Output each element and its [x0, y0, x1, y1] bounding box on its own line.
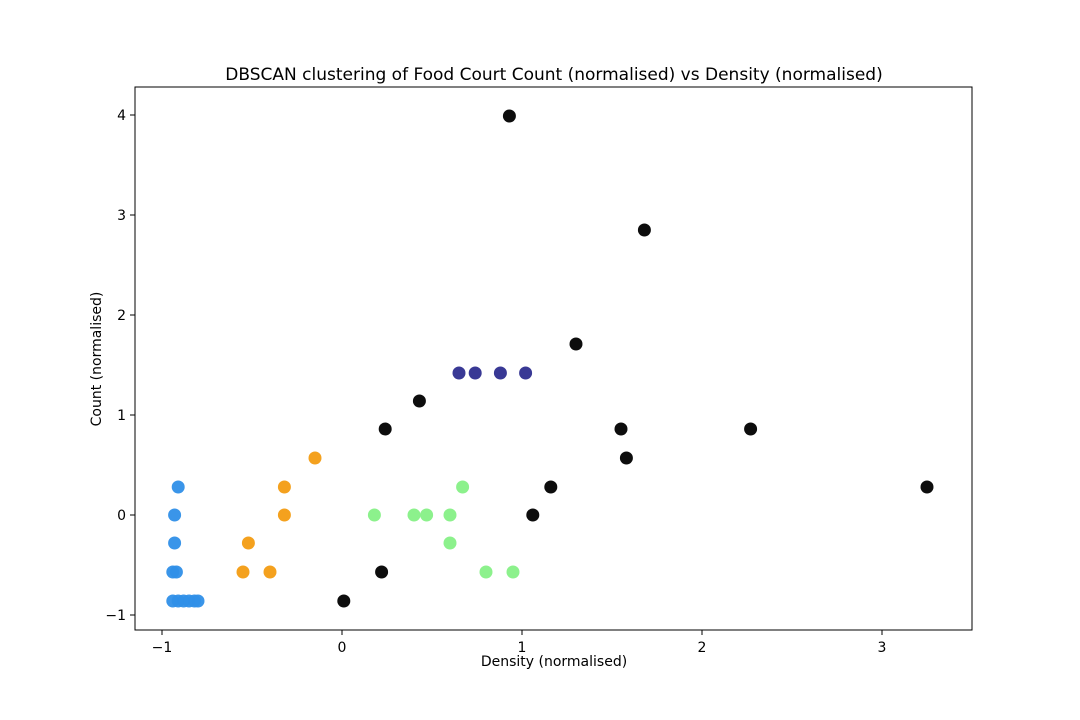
data-point-s3-4 — [443, 508, 457, 522]
y-axis-label: Count (normalised) — [89, 292, 105, 427]
data-point-s1-3 — [519, 366, 533, 380]
data-point-s3-0 — [456, 480, 470, 494]
x-tick-label-3: 2 — [698, 640, 707, 656]
y-tick-label-5: 4 — [117, 108, 126, 124]
data-point-s3-6 — [479, 565, 493, 579]
data-point-s4-4 — [169, 565, 183, 579]
data-point-s0-2 — [569, 337, 583, 351]
data-point-s2-3 — [241, 536, 255, 550]
data-point-s0-0 — [502, 109, 516, 123]
data-point-s2-0 — [308, 451, 322, 465]
x-tick-label-0: −1 — [152, 640, 173, 656]
data-point-s1-2 — [493, 366, 507, 380]
x-axis-label: Density (normalised) — [481, 654, 627, 670]
data-point-s0-10 — [526, 508, 540, 522]
points-layer — [166, 109, 934, 608]
data-point-s2-5 — [263, 565, 277, 579]
data-point-s0-8 — [544, 480, 558, 494]
y-tick-label-2: 1 — [117, 408, 126, 424]
data-point-s0-5 — [614, 422, 628, 436]
data-point-s2-2 — [277, 508, 291, 522]
data-point-s0-3 — [412, 394, 426, 408]
data-point-s3-3 — [420, 508, 434, 522]
y-axis-ticks: −1 0 1 2 3 4 — [105, 108, 135, 624]
data-point-s4-0 — [171, 480, 185, 494]
data-point-s3-2 — [407, 508, 421, 522]
x-tick-label-4: 3 — [878, 640, 887, 656]
plot-frame — [134, 86, 973, 631]
data-point-s3-5 — [443, 536, 457, 550]
data-point-s0-6 — [744, 422, 758, 436]
x-tick-label-2: 1 — [518, 640, 527, 656]
data-point-s2-4 — [236, 565, 250, 579]
data-point-s0-7 — [619, 451, 633, 465]
data-point-s3-7 — [506, 565, 520, 579]
y-tick-label-0: −1 — [105, 608, 126, 624]
data-point-s1-0 — [452, 366, 466, 380]
y-tick-label-1: 0 — [117, 508, 126, 524]
data-point-s0-4 — [378, 422, 392, 436]
y-tick-label-3: 2 — [117, 308, 126, 324]
chart-title: DBSCAN clustering of Food Court Count (n… — [225, 65, 882, 85]
y-tick-label-4: 3 — [117, 208, 126, 224]
data-point-s2-1 — [277, 480, 291, 494]
x-axis-ticks: −1 0 1 2 3 — [152, 630, 887, 656]
data-point-s1-1 — [468, 366, 482, 380]
data-point-s0-9 — [920, 480, 934, 494]
data-point-s4-1 — [168, 508, 182, 522]
data-point-s4-10 — [191, 594, 205, 608]
data-point-s0-1 — [637, 223, 651, 237]
data-point-s4-2 — [168, 536, 182, 550]
data-point-s0-12 — [337, 594, 351, 608]
data-point-s3-1 — [367, 508, 381, 522]
x-tick-label-1: 0 — [338, 640, 347, 656]
data-point-s0-11 — [375, 565, 389, 579]
